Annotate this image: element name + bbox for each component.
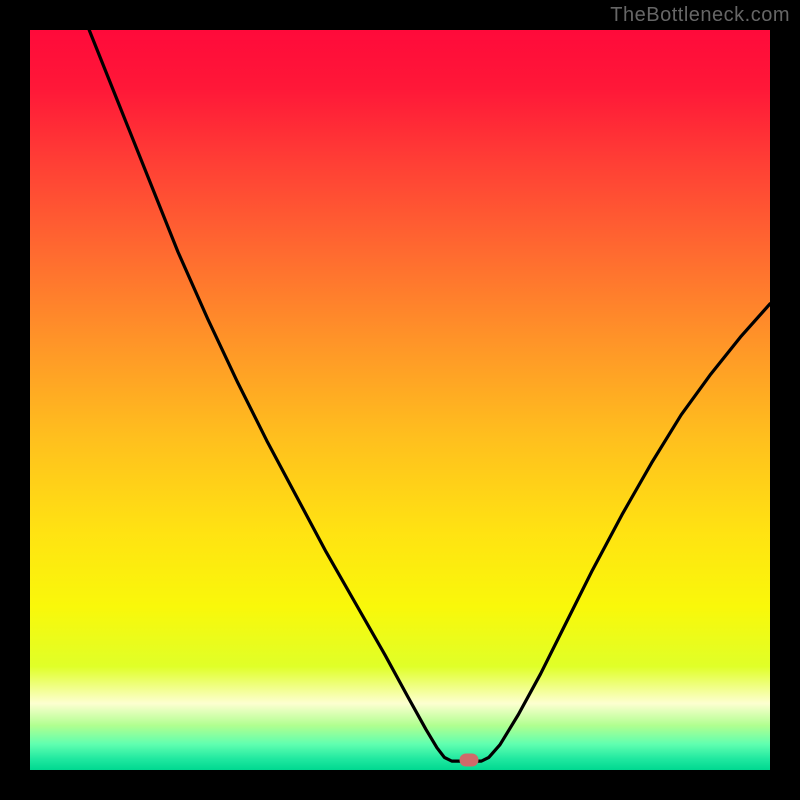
bottleneck-curve <box>30 30 770 770</box>
optimal-point-marker <box>459 754 478 767</box>
watermark-text: TheBottleneck.com <box>610 4 790 27</box>
plot-area <box>30 30 770 770</box>
